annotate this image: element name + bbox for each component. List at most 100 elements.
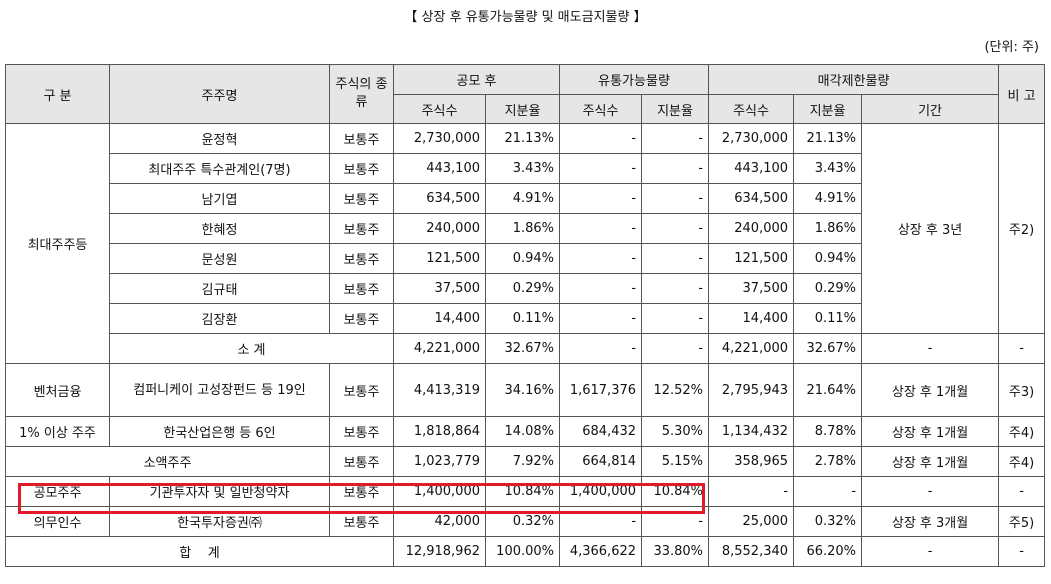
ratio-cell: 3.43% xyxy=(484,153,561,184)
restricted-shares-cell: 634,500 xyxy=(708,183,795,214)
tradable-shares-cell: 664,814 xyxy=(559,446,643,477)
header-shares: 주식수 xyxy=(393,94,486,124)
subtotal-row: 소 계 4,221,000 32.67% - - 4,221,000 32.67… xyxy=(6,333,1046,364)
ratio-cell: 10.84% xyxy=(484,476,561,507)
holder-cell: 한국산업은행 등 6인 xyxy=(109,416,330,447)
table-row: 벤처금융 컴퍼니케이 고성장펀드 등 19인 보통주 4,413,319 34.… xyxy=(5,363,1046,417)
restricted-ratio-cell: 2.78% xyxy=(793,446,863,477)
table-row: 한혜정 보통주 240,000 1.86% - - 240,000 1.86% xyxy=(6,213,1045,244)
restricted-shares-cell: 121,500 xyxy=(708,243,795,274)
holder-cell: 한혜정 xyxy=(109,213,330,244)
table-row: 최대주주등 윤정혁 보통주 2,730,000 21.13% - - 2,730… xyxy=(5,123,1046,364)
restricted-ratio-cell: 0.94% xyxy=(793,243,863,274)
remark-cell: - xyxy=(998,476,1046,507)
period-cell: 상장 후 1개월 xyxy=(861,416,1000,447)
restricted-ratio-cell: 1.86% xyxy=(793,213,863,244)
restricted-shares-cell: 240,000 xyxy=(708,213,795,244)
restricted-shares-cell: 8,552,340 xyxy=(708,536,795,567)
tradable-shares-cell: - xyxy=(559,273,643,304)
ratio-cell: 1.86% xyxy=(484,213,561,244)
tradable-ratio-cell: - xyxy=(641,123,710,154)
ratio-cell: 21.13% xyxy=(484,123,561,154)
tradable-ratio-cell: - xyxy=(641,303,710,334)
table-row: 최대주주 특수관계인(7명) 보통주 443,100 3.43% - - 443… xyxy=(6,153,1045,184)
table-row: 문성원 보통주 121,500 0.94% - - 121,500 0.94% xyxy=(6,243,1045,274)
header-public-offering: 공모 후 xyxy=(392,64,561,95)
restricted-shares-cell: 358,965 xyxy=(708,446,795,477)
shares-cell: 4,413,319 xyxy=(393,363,486,417)
table-row: 김장환 보통주 14,400 0.11% - - 14,400 0.11% xyxy=(6,303,1045,334)
table-row: 1% 이상 주주 한국산업은행 등 6인 보통주 1,818,864 14.08… xyxy=(5,416,1046,447)
type-cell: 보통주 xyxy=(329,476,394,507)
holder-cell: 컴퍼니케이 고성장펀드 등 19인 xyxy=(109,363,330,417)
category-cell: 의무인수 xyxy=(5,506,110,537)
tradable-ratio-cell: - xyxy=(641,213,710,244)
tradable-shares-cell: 4,366,622 xyxy=(559,536,643,567)
type-cell: 보통주 xyxy=(329,273,394,304)
restricted-ratio-cell: 66.20% xyxy=(793,536,863,567)
header-remarks: 비 고 xyxy=(998,64,1046,124)
tradable-ratio-cell: 10.84% xyxy=(641,476,710,507)
category-cell: 최대주주등 xyxy=(5,123,110,364)
ratio-cell: 0.94% xyxy=(484,243,561,274)
shares-cell: 240,000 xyxy=(393,213,486,244)
shares-cell: 1,400,000 xyxy=(393,476,486,507)
tradable-shares-cell: - xyxy=(559,153,643,184)
restricted-shares-cell: 2,795,943 xyxy=(708,363,795,417)
ratio-cell: 0.29% xyxy=(484,273,561,304)
period-cell: 상장 후 1개월 xyxy=(861,363,1000,417)
ratio-cell: 34.16% xyxy=(484,363,561,417)
header-ratio: 지분율 xyxy=(484,94,561,124)
period-cell: 상장 후 3년 xyxy=(861,123,1000,334)
restricted-ratio-cell: 3.43% xyxy=(793,153,863,184)
category-cell: 공모주주 xyxy=(5,476,110,507)
type-cell: 보통주 xyxy=(329,506,394,537)
total-row: 합 계 12,918,962 100.00% 4,366,622 33.80% … xyxy=(5,536,1046,567)
shares-cell: 634,500 xyxy=(393,183,486,214)
subtotal-label: 소 계 xyxy=(109,333,394,364)
period-cell: - xyxy=(861,536,1000,567)
shares-cell: 14,400 xyxy=(393,303,486,334)
restricted-ratio-cell: 0.32% xyxy=(793,506,863,537)
holder-cell: 윤정혁 xyxy=(109,123,330,154)
restricted-ratio-cell: 0.29% xyxy=(793,273,863,304)
type-cell: 보통주 xyxy=(329,363,394,417)
restricted-ratio-cell: - xyxy=(793,476,863,507)
holder-cell: 문성원 xyxy=(109,243,330,274)
period-cell: 상장 후 1개월 xyxy=(861,446,1000,477)
table-row: 공모주주 기관투자자 및 일반청약자 보통주 1,400,000 10.84% … xyxy=(5,476,1046,507)
header-shares: 주식수 xyxy=(708,94,795,124)
tradable-shares-cell: - xyxy=(559,183,643,214)
header-period: 기간 xyxy=(861,94,1000,124)
tradable-shares-cell: - xyxy=(559,333,643,364)
tradable-shares-cell: - xyxy=(559,123,643,154)
type-cell: 보통주 xyxy=(329,213,394,244)
restricted-ratio-cell: 8.78% xyxy=(793,416,863,447)
holder-cell: 김규태 xyxy=(109,273,330,304)
table-row: 의무인수 한국투자증권㈜ 보통주 42,000 0.32% - - 25,000… xyxy=(5,506,1046,537)
restricted-ratio-cell: 21.64% xyxy=(793,363,863,417)
type-cell: 보통주 xyxy=(329,153,394,184)
tradable-shares-cell: 1,617,376 xyxy=(559,363,643,417)
shares-cell: 12,918,962 xyxy=(393,536,486,567)
shares-cell: 4,221,000 xyxy=(393,333,486,364)
ratio-cell: 7.92% xyxy=(484,446,561,477)
header-category: 구 분 xyxy=(5,64,110,124)
period-cell: - xyxy=(861,333,1000,364)
remark-cell: - xyxy=(998,536,1046,567)
restricted-shares-cell: 2,730,000 xyxy=(708,123,795,154)
ratio-cell: 100.00% xyxy=(484,536,561,567)
period-cell: 상장 후 3개월 xyxy=(861,506,1000,537)
type-cell: 보통주 xyxy=(329,416,394,447)
ratio-cell: 14.08% xyxy=(484,416,561,447)
table-row: 김규태 보통주 37,500 0.29% - - 37,500 0.29% xyxy=(6,273,1045,304)
table-row: 남기엽 보통주 634,500 4.91% - - 634,500 4.91% xyxy=(6,183,1045,214)
tradable-shares-cell: 684,432 xyxy=(559,416,643,447)
remark-cell: 주2) xyxy=(998,123,1046,334)
restricted-ratio-cell: 4.91% xyxy=(793,183,863,214)
shares-cell: 1,023,779 xyxy=(393,446,486,477)
holder-cell: 한국투자증권㈜ xyxy=(109,506,330,537)
type-cell: 보통주 xyxy=(329,303,394,334)
header-tradable: 유통가능물량 xyxy=(559,64,710,95)
tradable-ratio-cell: 12.52% xyxy=(641,363,710,417)
